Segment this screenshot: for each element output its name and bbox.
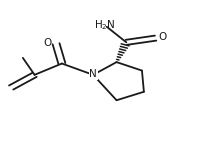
Text: O: O (43, 38, 51, 48)
Text: N: N (89, 69, 97, 79)
Text: O: O (158, 32, 167, 42)
Text: H$_2$N: H$_2$N (94, 18, 116, 32)
